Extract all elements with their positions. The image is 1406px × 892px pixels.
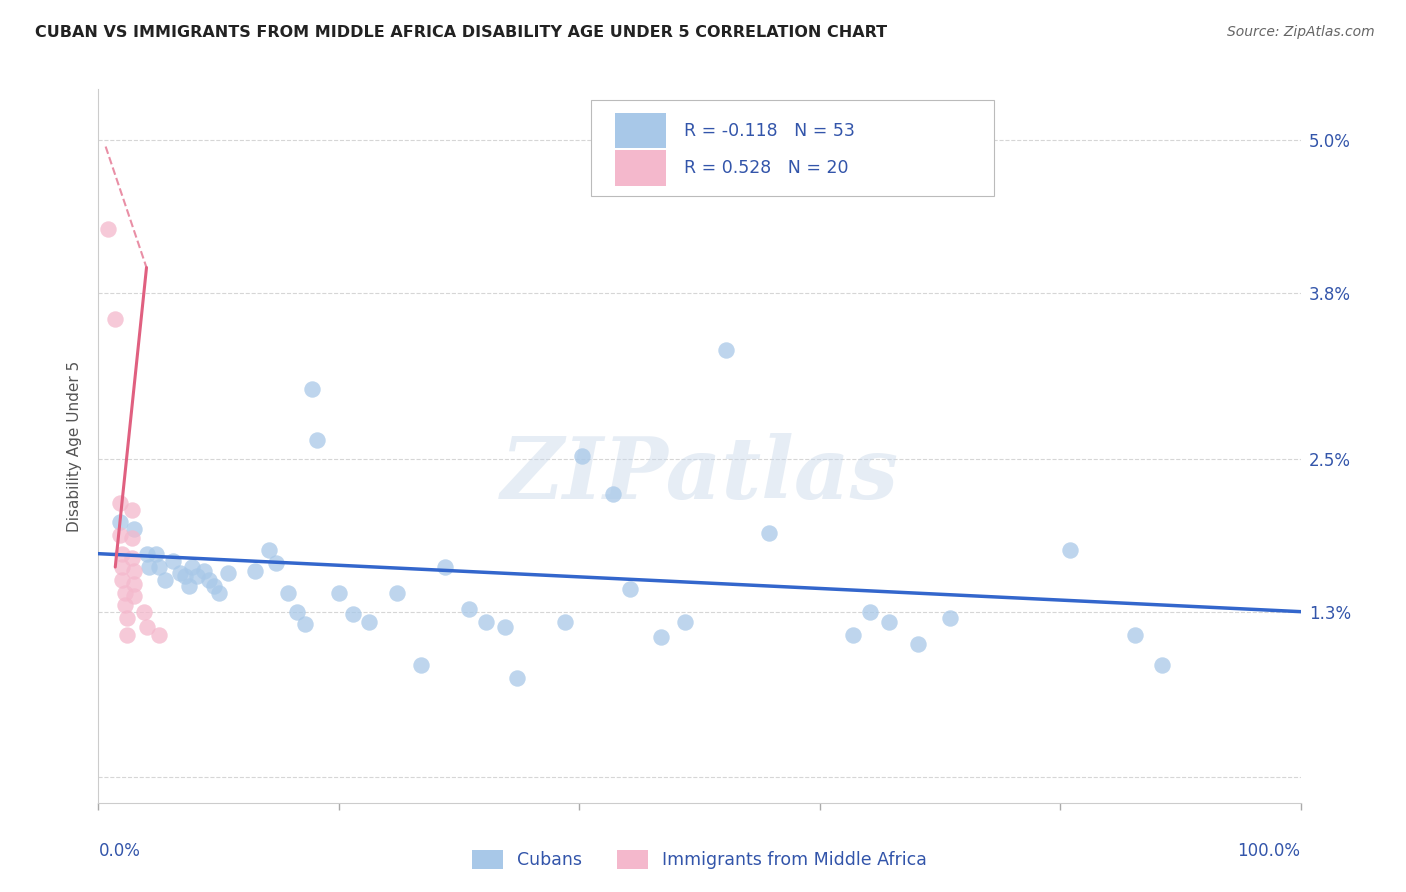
Point (124, 590, 146, 604)
Point (121, 531, 143, 545)
Point (714, 343, 737, 358)
Point (111, 560, 134, 574)
Point (181, 560, 204, 574)
Point (571, 449, 593, 463)
Point (104, 311, 127, 326)
Point (108, 528, 131, 542)
Point (285, 605, 308, 619)
Point (135, 547, 157, 561)
FancyBboxPatch shape (592, 100, 994, 196)
Point (474, 615, 496, 629)
Point (193, 564, 215, 578)
Point (457, 602, 479, 616)
Point (907, 636, 929, 650)
Legend: Cubans, Immigrants from Middle Africa: Cubans, Immigrants from Middle Africa (472, 850, 927, 869)
Point (117, 611, 139, 625)
Point (132, 605, 155, 619)
Point (506, 671, 529, 685)
Text: R = 0.528   N = 20: R = 0.528 N = 20 (683, 159, 848, 177)
Point (124, 576, 146, 591)
Point (328, 585, 350, 599)
Point (357, 615, 380, 629)
Point (108, 516, 131, 530)
Point (114, 599, 136, 613)
Point (879, 615, 901, 629)
Point (111, 547, 134, 561)
Point (433, 560, 456, 574)
Point (153, 573, 176, 587)
Point (842, 627, 865, 641)
Point (602, 487, 624, 501)
Point (859, 605, 882, 619)
Y-axis label: Disability Age Under 5: Disability Age Under 5 (67, 360, 83, 532)
Point (111, 573, 134, 587)
Point (217, 566, 239, 581)
Point (1059, 543, 1081, 558)
Text: Source: ZipAtlas.com: Source: ZipAtlas.com (1227, 25, 1375, 39)
Point (266, 556, 288, 570)
Point (202, 579, 225, 593)
Text: 0.0%: 0.0% (98, 842, 141, 860)
Point (307, 433, 329, 447)
Point (114, 585, 136, 599)
Text: CUBAN VS IMMIGRANTS FROM MIDDLE AFRICA DISABILITY AGE UNDER 5 CORRELATION CHART: CUBAN VS IMMIGRANTS FROM MIDDLE AFRICA D… (35, 25, 887, 40)
Point (409, 658, 432, 673)
Point (135, 620, 157, 634)
Point (294, 617, 316, 632)
Point (673, 615, 696, 629)
Point (257, 543, 280, 558)
Point (108, 496, 131, 510)
Point (148, 627, 170, 641)
Point (938, 611, 960, 625)
Point (758, 525, 780, 540)
Point (385, 585, 408, 599)
Point (177, 579, 200, 593)
Point (124, 564, 146, 578)
Point (124, 522, 146, 536)
Point (174, 569, 197, 583)
Point (1123, 627, 1146, 641)
Point (554, 615, 576, 629)
Text: R = -0.118   N = 53: R = -0.118 N = 53 (683, 121, 855, 139)
Point (208, 585, 231, 599)
Point (148, 560, 170, 574)
Point (117, 627, 139, 641)
FancyBboxPatch shape (616, 150, 666, 186)
Point (198, 573, 221, 587)
Point (138, 560, 160, 574)
Point (342, 607, 364, 622)
Point (162, 554, 184, 568)
Point (121, 502, 143, 516)
Point (243, 564, 266, 578)
Point (1152, 658, 1174, 673)
Point (169, 566, 191, 581)
Point (145, 547, 167, 561)
Point (301, 382, 323, 396)
Point (619, 582, 641, 596)
FancyBboxPatch shape (616, 112, 666, 148)
Text: ZIPatlas: ZIPatlas (501, 433, 898, 516)
Point (121, 551, 143, 566)
Text: 100.0%: 100.0% (1237, 842, 1301, 860)
Point (277, 585, 299, 599)
Point (97, 222, 120, 236)
Point (650, 630, 672, 644)
Point (494, 620, 516, 634)
Point (186, 569, 208, 583)
